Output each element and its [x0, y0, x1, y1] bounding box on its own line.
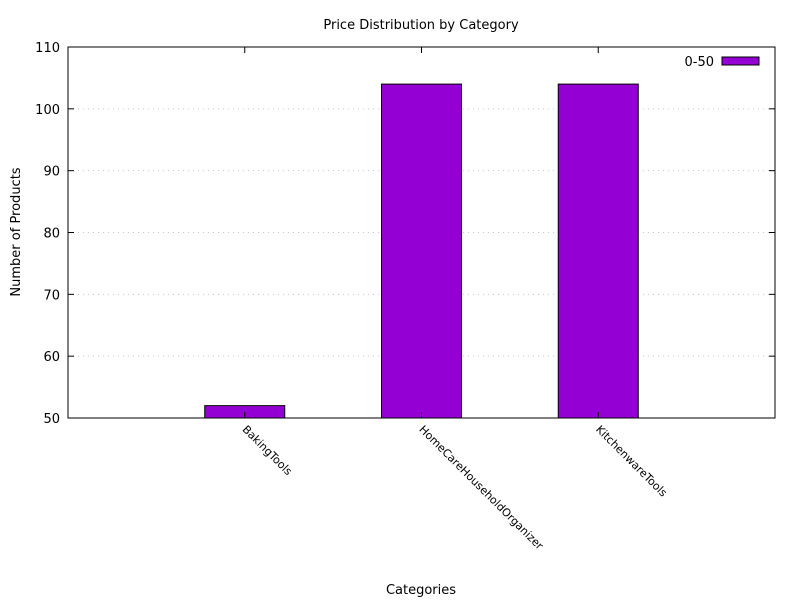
y-tick-label: 80 [43, 227, 60, 242]
y-tick-label: 100 [35, 103, 60, 118]
legend: 0-50 [684, 55, 760, 70]
x-tick-label: KitchenwareTools [593, 423, 670, 500]
bar-KitchenwareTools [557, 83, 639, 419]
bars [204, 83, 639, 419]
y-tick-label: 70 [43, 288, 60, 303]
y-axis-label: Number of Products [9, 167, 24, 296]
x-tick-label: BakingTools [240, 423, 295, 478]
y-tick-label: 60 [43, 350, 60, 365]
y-tick-label: 110 [35, 41, 60, 56]
plot-frame [67, 46, 776, 419]
x-tick-label: HomeCareHouseholdOrganizer [416, 423, 546, 553]
y-tick-label: 50 [43, 412, 60, 427]
chart-title: Price Distribution by Category [323, 18, 519, 33]
y-tick-label: 90 [43, 165, 60, 180]
bar-HomeCareHouseholdOrganizer [381, 83, 462, 419]
legend-label: 0-50 [684, 55, 714, 70]
y-axis-ticks: 50 60 70 80 90 100 110 [35, 41, 775, 427]
x-axis-label: Categories [386, 583, 456, 598]
legend-swatch [721, 56, 760, 66]
